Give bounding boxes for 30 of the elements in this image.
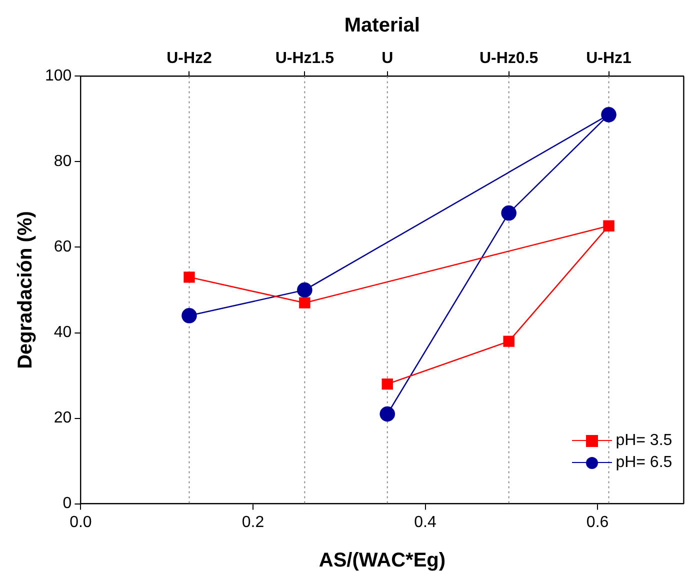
annotation: U-Hz1.5	[275, 50, 334, 68]
y-tick-label: 0	[62, 495, 72, 512]
x2-axis-title: Material	[344, 14, 420, 37]
point	[182, 308, 197, 324]
legend-label: pH= 6.5	[616, 454, 672, 472]
annotation: U-Hz2	[166, 50, 212, 68]
annotation: U-Hz1	[586, 50, 632, 68]
point	[603, 220, 614, 232]
y-tick-label: 80	[54, 153, 72, 170]
point	[382, 378, 393, 390]
x-axis-title: AS/(WAC*Eg)	[318, 550, 446, 572]
x-tick-label: 0.0	[70, 514, 92, 531]
y-tick-label: 100	[44, 68, 72, 85]
x-tick-label: 0.2	[242, 514, 264, 531]
annotation: U-Hz0.5	[479, 50, 538, 68]
legend-label: pH= 3.5	[616, 432, 672, 450]
x-tick-label: 0.4	[414, 514, 436, 531]
point	[503, 336, 514, 347]
y-tick-label: 20	[54, 410, 72, 427]
y-axis-title: Degradación (%)	[14, 211, 37, 369]
y-tick-label: 60	[54, 238, 72, 256]
x-tick-label: 0.6	[586, 514, 609, 531]
point	[380, 406, 396, 422]
point	[501, 205, 516, 221]
y-tick-label: 40	[54, 324, 72, 342]
point	[601, 107, 616, 122]
annotation: U	[382, 50, 394, 68]
point	[299, 297, 310, 308]
point	[297, 282, 312, 298]
point	[184, 272, 195, 283]
